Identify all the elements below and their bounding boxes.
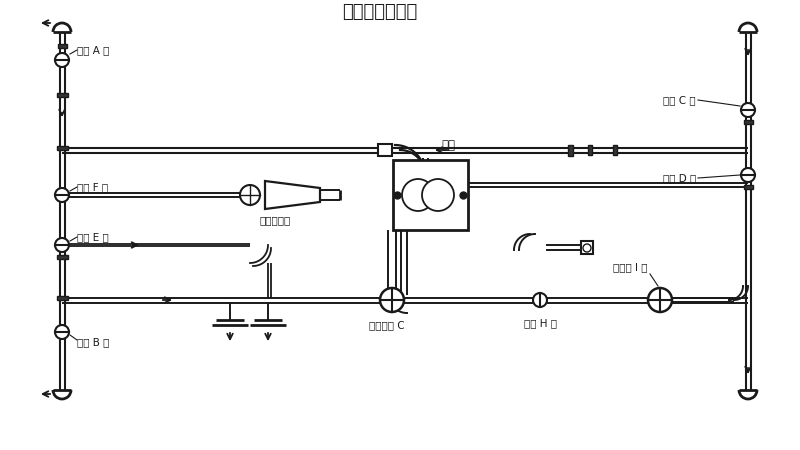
Bar (567, 144, 573, 156)
Text: 三通球阀 C: 三通球阀 C (369, 320, 405, 330)
Bar (743, 120, 753, 124)
Circle shape (402, 179, 434, 211)
Circle shape (583, 244, 591, 252)
Bar (57, 255, 67, 259)
Circle shape (741, 168, 755, 182)
Text: 消防栓 I 关: 消防栓 I 关 (613, 262, 647, 272)
Circle shape (55, 238, 69, 252)
Bar (743, 185, 753, 189)
Bar (378, 144, 392, 156)
Polygon shape (265, 181, 320, 209)
Text: 球阀 H 关: 球阀 H 关 (523, 318, 557, 328)
Circle shape (422, 179, 454, 211)
Bar (581, 241, 593, 254)
Text: 球阀 E 开: 球阀 E 开 (77, 232, 109, 242)
Text: 球阀 B 开: 球阀 B 开 (77, 337, 110, 347)
Circle shape (380, 288, 404, 312)
Circle shape (741, 103, 755, 117)
Text: 水泵: 水泵 (441, 139, 455, 152)
Bar (57, 296, 67, 300)
Bar (393, 160, 468, 230)
Bar (588, 145, 592, 155)
Text: 球阀 C 开: 球阀 C 开 (663, 95, 696, 105)
Bar (57, 93, 67, 97)
Text: 洒水炮出口: 洒水炮出口 (259, 215, 290, 225)
Circle shape (55, 188, 69, 202)
Text: 球阀 D 开: 球阀 D 开 (663, 173, 696, 183)
Circle shape (55, 53, 69, 67)
Text: 洒水、浇灌花木: 洒水、浇灌花木 (342, 3, 418, 21)
Text: 球阀 A 开: 球阀 A 开 (77, 45, 110, 55)
Text: 球阀 F 关: 球阀 F 关 (77, 182, 108, 192)
Circle shape (533, 293, 547, 307)
Bar (58, 44, 66, 48)
Bar (57, 146, 67, 150)
Circle shape (240, 185, 260, 205)
Circle shape (648, 288, 672, 312)
Bar (613, 145, 617, 155)
Circle shape (55, 325, 69, 339)
